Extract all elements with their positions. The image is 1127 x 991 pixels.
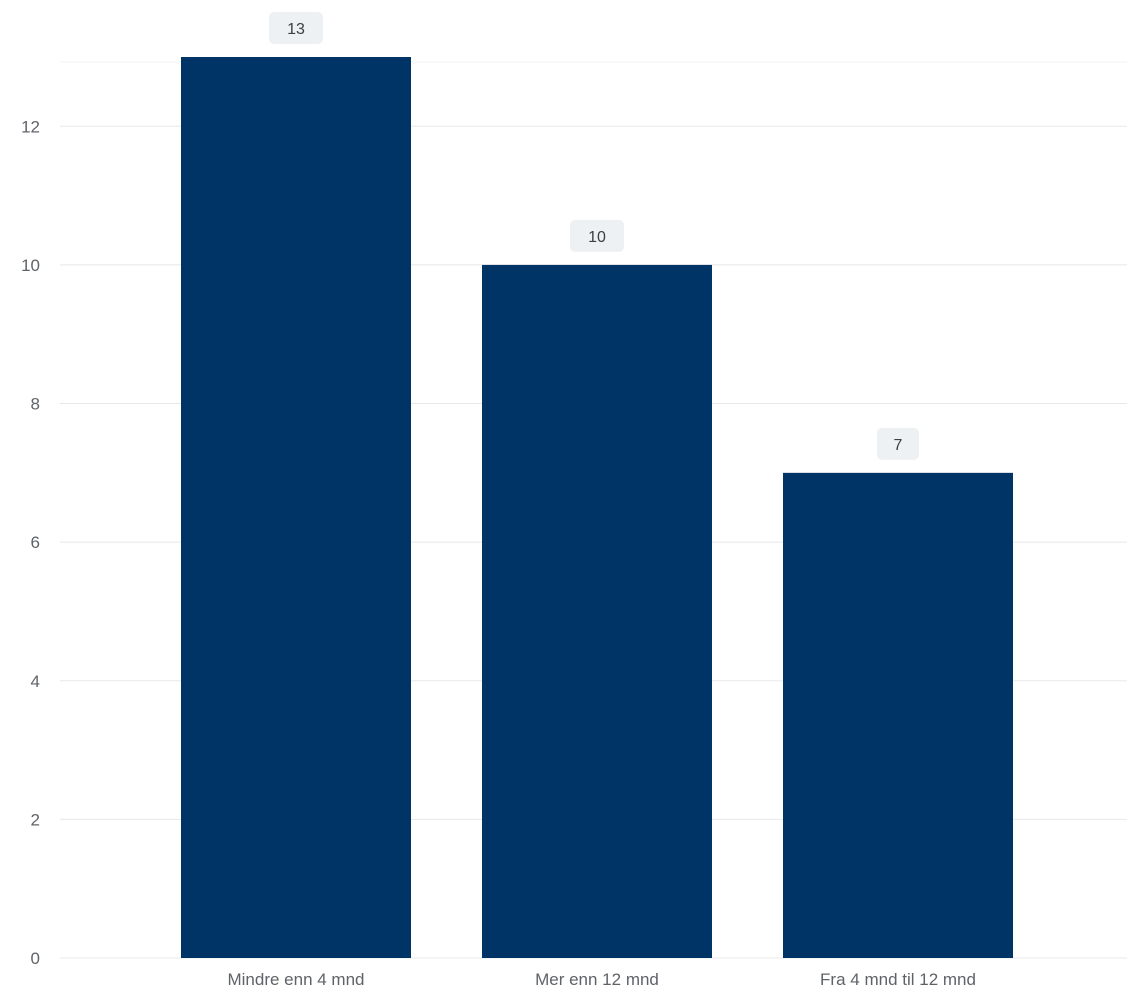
data-label: 13 xyxy=(269,12,323,44)
y-tick-label: 4 xyxy=(31,672,40,691)
y-axis-tick-labels: 0 2 4 6 8 10 12 xyxy=(21,117,40,968)
y-tick-label: 0 xyxy=(31,949,40,968)
bars xyxy=(181,57,1013,958)
data-label-badge xyxy=(269,12,323,44)
y-tick-label: 6 xyxy=(31,533,40,552)
x-axis-category-labels: Mindre enn 4 mnd Mer enn 12 mnd Fra 4 mnd … xyxy=(227,970,975,989)
data-label-text: 7 xyxy=(894,437,903,454)
x-category-label: Mer enn 12 mnd xyxy=(535,970,659,989)
data-label: 7 xyxy=(877,427,919,460)
data-label-text: 10 xyxy=(588,229,606,246)
bar[interactable] xyxy=(783,472,1013,958)
bar[interactable] xyxy=(181,57,411,958)
data-label-badge xyxy=(570,219,624,252)
x-category-label: Mindre enn 4 mnd xyxy=(227,970,364,989)
y-tick-label: 8 xyxy=(31,395,40,414)
x-category-label: Fra 4 mnd til 12 mnd xyxy=(820,970,976,989)
bar[interactable] xyxy=(482,264,712,958)
data-label-text: 13 xyxy=(287,21,305,38)
y-tick-label: 10 xyxy=(21,256,40,275)
y-tick-label: 2 xyxy=(31,810,40,829)
data-label-badge xyxy=(877,427,919,460)
data-labels: 13 10 7 xyxy=(269,12,919,460)
y-tick-label: 12 xyxy=(21,117,40,136)
data-label: 10 xyxy=(570,219,624,252)
